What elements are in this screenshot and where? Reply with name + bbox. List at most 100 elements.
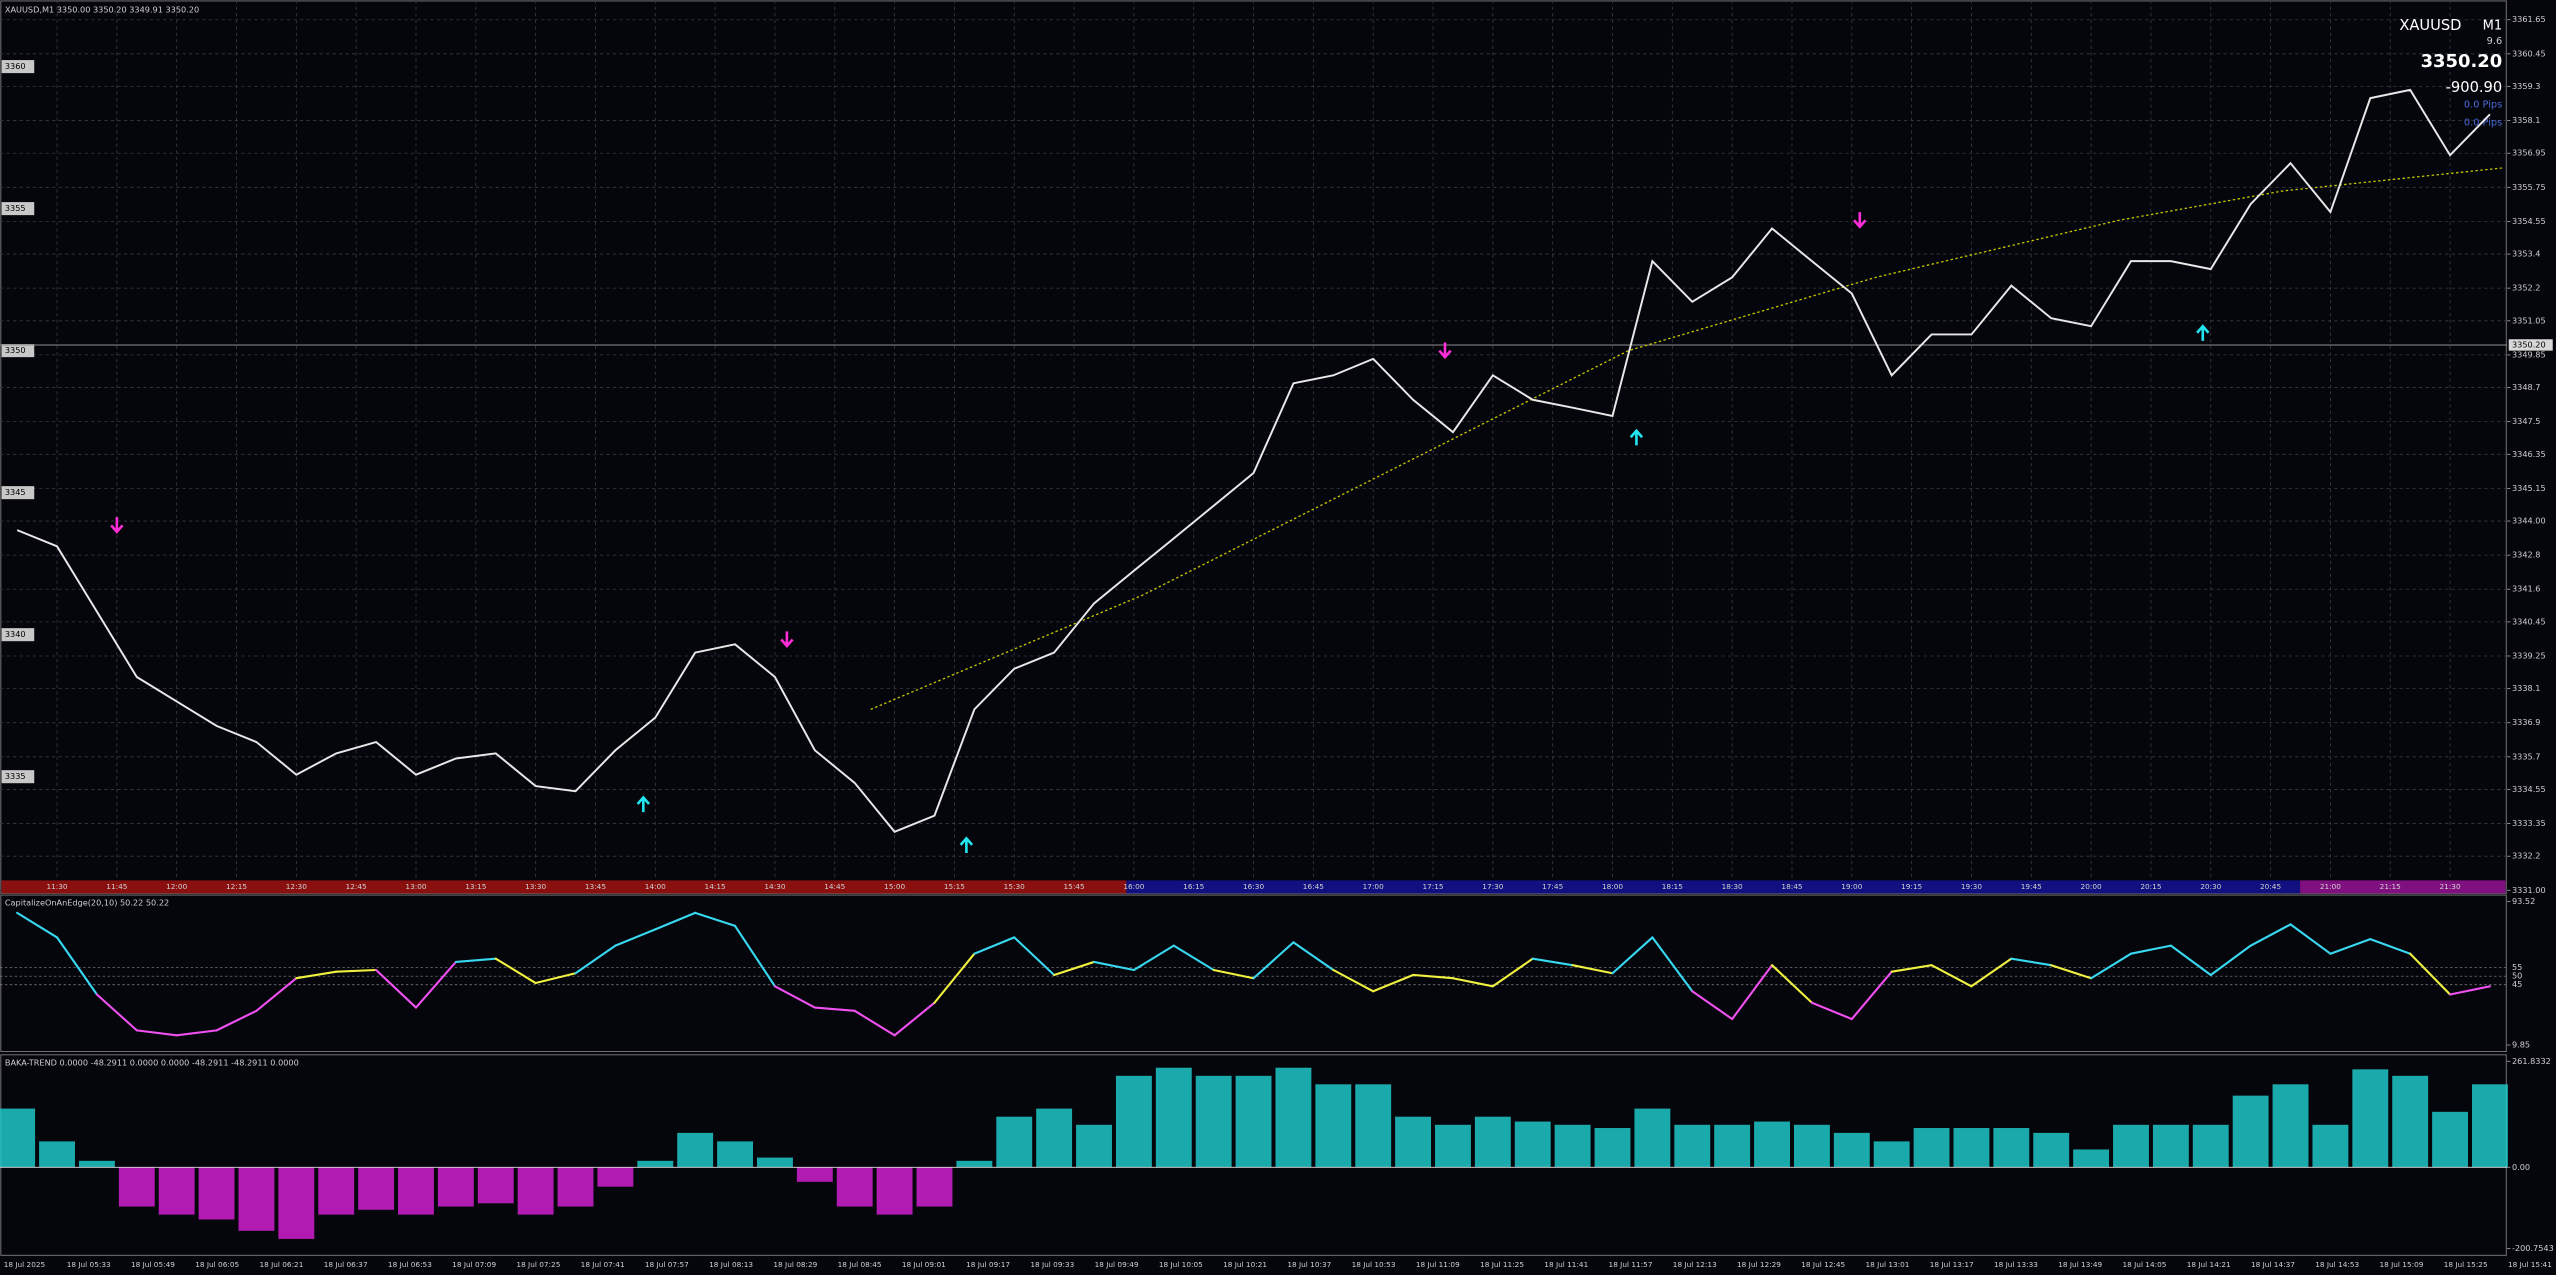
x-tick-label: 16:00	[1123, 882, 1144, 891]
sell-arrow	[110, 517, 124, 534]
x-tick-label: 13:45	[585, 882, 606, 891]
oscillator-segment	[215, 1009, 258, 1032]
date-label: 18 Jul 09:01	[902, 1260, 946, 1269]
oscillator-segment	[295, 970, 338, 980]
level-label: 50	[2512, 971, 2522, 981]
x-tick-label: 19:30	[1961, 882, 1982, 891]
histogram-bar	[1913, 1128, 1950, 1168]
date-label: 18 Jul 06:53	[388, 1260, 432, 1269]
oscillator-segment	[654, 911, 697, 931]
histogram-bar	[1275, 1067, 1312, 1168]
date-label: 18 Jul 11:25	[1480, 1260, 1524, 1269]
histogram-bar	[1474, 1116, 1511, 1168]
histogram-bar	[996, 1116, 1033, 1168]
oscillator-segment	[1092, 960, 1135, 972]
sell-arrow	[1438, 342, 1452, 360]
x-tick-label: 13:00	[405, 882, 426, 891]
buy-arrow	[959, 836, 974, 854]
x-tick-label: 12:15	[226, 882, 247, 891]
price-line	[16, 88, 2491, 833]
date-label: 18 Jul 06:21	[259, 1260, 303, 1269]
date-label: 18 Jul 12:29	[1737, 1260, 1781, 1269]
date-label: 18 Jul 11:57	[1609, 1260, 1653, 1269]
date-label: 18 Jul 15:25	[2444, 1260, 2488, 1269]
oscillator-segment	[853, 1009, 896, 1037]
histogram-bar	[2113, 1124, 2149, 1168]
x-tick-label: 12:30	[286, 882, 307, 891]
oscillator-segment	[2010, 957, 2053, 967]
x-tick-label: 17:45	[1542, 882, 1563, 891]
oscillator-segment	[1372, 973, 1415, 993]
date-label: 18 Jul 10:37	[1287, 1260, 1331, 1269]
histogram-bar	[2432, 1111, 2469, 1168]
histogram-bar	[2352, 1069, 2389, 1168]
oscillator-segment	[1451, 977, 1494, 988]
y-tick-label: 3345.15	[2512, 483, 2546, 493]
level-label: 55	[2512, 962, 2522, 972]
date-label: 18 Jul 10:53	[1352, 1260, 1396, 1269]
oscillator-segment	[1212, 968, 1255, 980]
date-label: 18 Jul 08:45	[838, 1260, 882, 1269]
session-band-purple	[2300, 880, 2506, 894]
bid-label-box	[2508, 339, 2553, 351]
sell-arrow	[1853, 212, 1867, 229]
oscillator-segment	[175, 1029, 218, 1037]
date-label: 18 Jul 05:33	[67, 1260, 111, 1269]
x-tick-label: 19:15	[1901, 882, 1922, 891]
histogram-bar	[1873, 1141, 1910, 1168]
date-label: 18 Jul 07:25	[516, 1260, 560, 1269]
y-tick-label: 3341.6	[2512, 584, 2540, 594]
oscillator-segment	[1132, 944, 1175, 972]
oscillator-segment	[1930, 964, 1973, 988]
date-label: 18 Jul 09:49	[1095, 1260, 1139, 1269]
date-label: 18 Jul 07:41	[581, 1260, 625, 1269]
y-tick-label: 3344.00	[2512, 516, 2546, 526]
y-tick-label: 3336.9	[2512, 717, 2540, 727]
oscillator-segment	[2369, 938, 2412, 955]
date-label: 18 Jul 10:21	[1223, 1260, 1267, 1269]
histogram-bar	[0, 1108, 36, 1168]
info-spread: 9.6	[2487, 36, 2503, 47]
histogram-bar	[1634, 1108, 1671, 1168]
level-label: 45	[2512, 979, 2522, 989]
x-tick-label: 20:30	[2200, 882, 2221, 891]
histogram-bar	[517, 1167, 554, 1215]
sell-arrow	[780, 631, 794, 648]
histogram-bar	[1315, 1084, 1352, 1168]
date-label: 18 Jul 07:09	[452, 1260, 496, 1269]
histogram-bar	[1435, 1124, 1471, 1168]
histogram-bar	[278, 1167, 315, 1239]
date-label: 18 Jul 14:21	[2187, 1260, 2231, 1269]
histogram-bar	[597, 1167, 634, 1187]
oscillator-segment	[95, 993, 138, 1032]
y-tick-label: 3356.95	[2512, 148, 2546, 158]
x-tick-label: 18:45	[1781, 882, 1802, 891]
y-tick-label: 3360.45	[2512, 48, 2546, 58]
session-band-blue	[1126, 880, 2301, 894]
y-tick-label: 3340.45	[2512, 616, 2546, 626]
buy-arrow	[636, 795, 651, 813]
info-symbol: XAUUSD	[2399, 17, 2461, 34]
x-tick-label: 20:15	[2140, 882, 2161, 891]
x-tick-label: 11:45	[106, 882, 127, 891]
histogram-bar	[1714, 1124, 1751, 1168]
oscillator-segment	[2129, 944, 2172, 955]
info-price: 3350.20	[2421, 51, 2503, 72]
bid-label: 3350.20	[2512, 339, 2546, 349]
histogram-bar	[2192, 1124, 2229, 1168]
x-tick-label: 21:00	[2320, 882, 2341, 891]
oscillator-segment	[973, 936, 1016, 955]
info-pips: 0.0 Pips	[2464, 117, 2502, 128]
oscillator-segment	[933, 952, 976, 1004]
x-tick-label: 20:00	[2081, 882, 2102, 891]
x-tick-label: 19:45	[2021, 882, 2042, 891]
y-tick-label: 3347.5	[2512, 416, 2540, 426]
date-label: 18 Jul 13:49	[2058, 1260, 2102, 1269]
histogram-bar	[637, 1160, 674, 1168]
histogram-bar	[1235, 1075, 1272, 1168]
oscillator-segment	[1053, 960, 1096, 977]
y-tick-label: 3351.05	[2512, 315, 2546, 325]
oscillator-segment	[1970, 957, 2013, 988]
level-label: 3335	[5, 771, 26, 781]
histogram-bar	[477, 1167, 514, 1204]
